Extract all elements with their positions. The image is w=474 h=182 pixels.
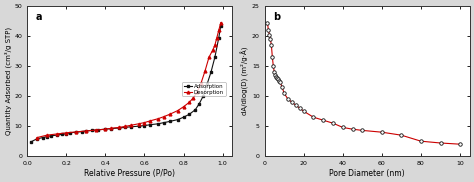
Desorption [206,56,212,58]
Desorption [214,37,219,39]
Adsorption [128,126,134,128]
Desorption [116,126,122,128]
Desorption [198,82,204,84]
Desorption [109,127,114,129]
Adsorption [175,118,181,121]
Adsorption [136,125,141,127]
Line: Adsorption: Adsorption [30,24,222,143]
Desorption [218,22,224,24]
Legend: Adsorption, Desorption: Adsorption, Desorption [182,82,226,96]
Adsorption [212,56,218,58]
Adsorption [64,133,69,135]
Desorption [155,118,161,120]
Adsorption [67,132,73,134]
Adsorption [216,37,222,39]
Adsorption [208,71,214,73]
Y-axis label: dA/dlog(D) (m²/g·Å): dA/dlog(D) (m²/g·Å) [241,47,249,115]
Adsorption [79,130,85,133]
Desorption [73,131,79,133]
Text: a: a [36,12,42,22]
Adsorption [155,123,161,125]
Adsorption [28,141,34,143]
Adsorption [83,130,89,132]
Adsorption [89,129,94,131]
Adsorption [54,134,59,136]
Desorption [128,124,134,126]
Desorption [161,116,167,118]
Desorption [187,101,192,103]
Desorption [122,125,128,128]
Desorption [191,97,196,99]
Adsorption [48,135,54,137]
Desorption [216,29,222,31]
Adsorption [116,127,122,129]
Desorption [102,128,108,130]
Adsorption [196,103,202,105]
Adsorption [34,138,40,140]
Text: b: b [273,12,280,22]
Adsorption [40,136,46,139]
Adsorption [204,83,210,85]
Desorption [64,132,69,134]
Desorption [83,130,89,132]
X-axis label: Pore Diameter (nm): Pore Diameter (nm) [329,169,405,178]
Adsorption [95,129,100,131]
Desorption [147,120,153,122]
Desorption [194,91,200,93]
Desorption [212,44,218,46]
Adsorption [109,128,114,130]
Desorption [167,113,173,115]
Adsorption [147,124,153,126]
Adsorption [167,120,173,122]
Adsorption [73,131,79,133]
Adsorption [218,25,224,27]
Adsorption [142,124,147,127]
Adsorption [187,113,192,115]
Adsorption [102,128,108,130]
Desorption [181,106,186,108]
Adsorption [44,136,50,138]
Adsorption [201,95,206,97]
Desorption [93,129,99,131]
Y-axis label: Quantity Adsorbed (cm³/g STP): Quantity Adsorbed (cm³/g STP) [4,27,12,135]
Desorption [34,136,40,139]
Desorption [210,49,216,51]
Adsorption [192,109,198,111]
Desorption [142,122,147,124]
Adsorption [60,133,65,135]
Adsorption [122,126,128,128]
Adsorption [161,122,167,124]
Desorption [54,133,59,135]
Desorption [202,70,208,72]
Adsorption [181,116,186,118]
Line: Desorption: Desorption [36,21,222,139]
Desorption [175,110,181,112]
X-axis label: Relative Pressure (P/Po): Relative Pressure (P/Po) [84,169,175,178]
Desorption [44,134,50,136]
Desorption [136,123,141,125]
